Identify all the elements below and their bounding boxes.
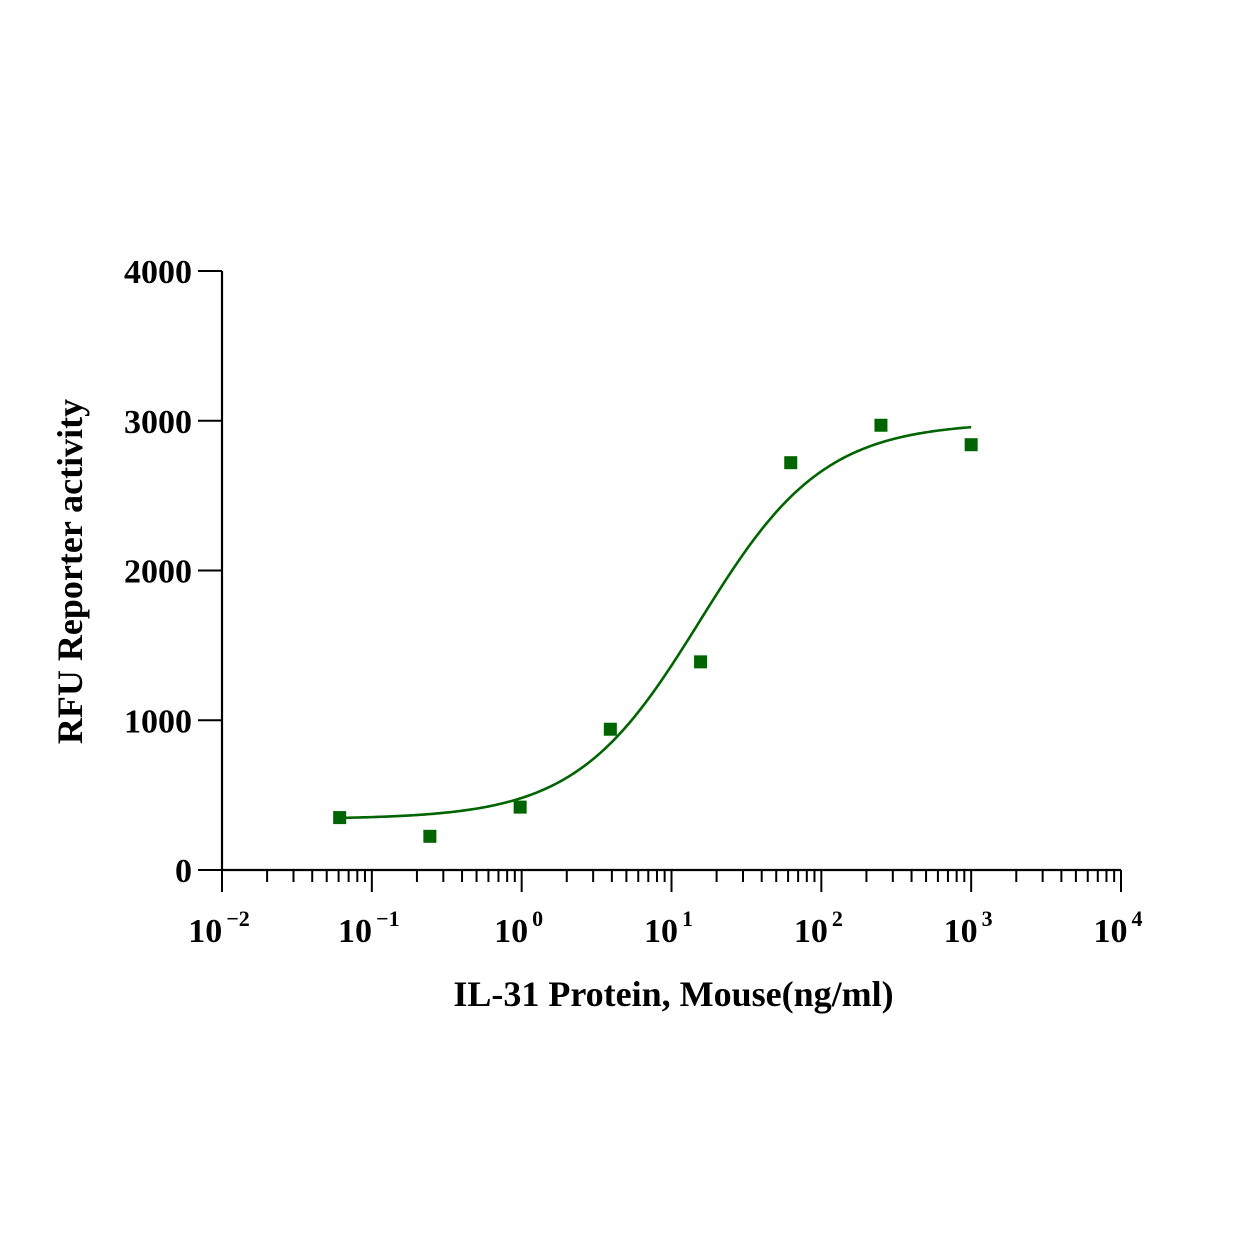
x-tick-label: 10 1 [644,906,693,950]
data-point [694,655,708,669]
x-axis-ticks: 10 −2 10 −1 10 0 10 1 10 2 10 3 10 4 [188,870,1143,950]
data-point [333,811,347,825]
x-tick-label: 10 −2 [188,906,250,950]
x-tick-exponent: 4 [1132,906,1143,931]
x-tick-base: 10 [944,913,978,950]
y-tick-label: 1000 [124,703,192,740]
data-point [964,438,978,452]
data-points [333,418,978,843]
x-tick-exponent: −2 [226,906,250,931]
y-axis-title: RFU Reporter activity [50,399,90,744]
fit-curve [339,425,972,820]
x-tick-base: 10 [338,913,372,950]
x-tick-label: 10 4 [1094,906,1143,950]
data-point [603,722,617,736]
x-tick-base: 10 [188,913,222,950]
x-tick-base: 10 [794,913,828,950]
x-tick-label: 10 3 [944,906,993,950]
data-point [423,829,437,843]
x-tick-label: 10 0 [494,906,543,950]
x-tick-exponent: 0 [532,906,543,931]
data-point [784,456,798,470]
y-tick-label: 2000 [124,554,192,591]
x-tick-base: 10 [644,913,678,950]
data-point [513,800,527,814]
y-tick-label: 0 [175,853,192,890]
x-axis-title: IL-31 Protein, Mouse(ng/ml) [453,974,893,1014]
data-point [874,418,888,432]
y-tick-label: 4000 [124,254,192,291]
x-tick-exponent: 3 [982,906,993,931]
y-axis-ticks: 0 1000 2000 3000 4000 [124,254,222,890]
x-tick-base: 10 [494,913,528,950]
x-tick-label: 10 −1 [338,906,400,950]
x-tick-exponent: 1 [682,906,693,931]
x-tick-base: 10 [1094,913,1128,950]
x-tick-label: 10 2 [794,906,843,950]
x-tick-exponent: −1 [376,906,400,931]
y-tick-label: 3000 [124,404,192,441]
x-tick-exponent: 2 [832,906,843,931]
